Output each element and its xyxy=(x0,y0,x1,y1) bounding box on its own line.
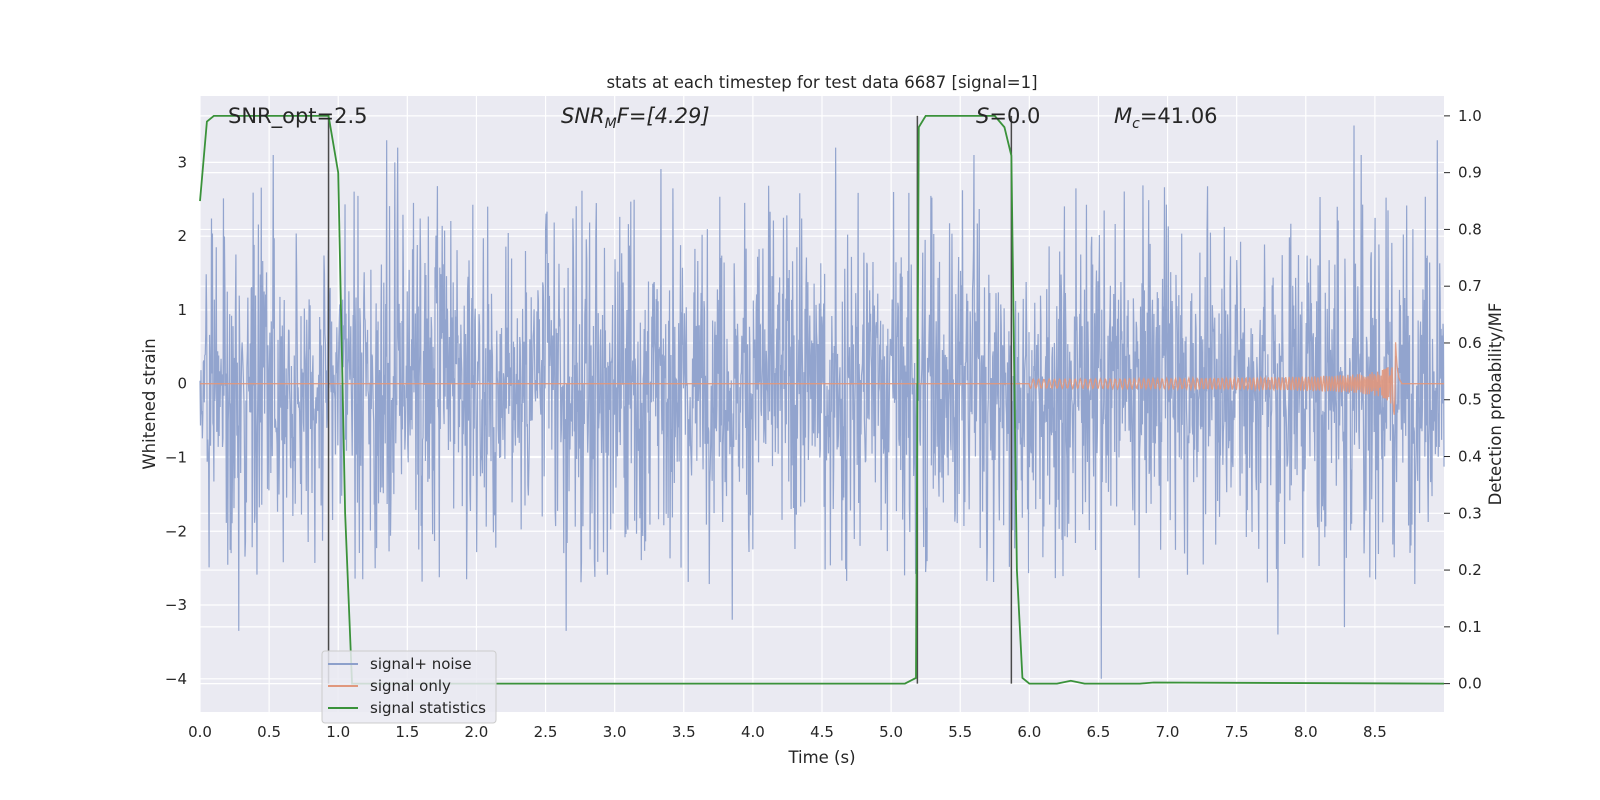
mc-subscript: c xyxy=(1132,116,1140,132)
x-tick-label-8: 4.0 xyxy=(741,723,765,741)
y-tick-label-5: −2 xyxy=(165,522,187,540)
x-tick-label-12: 6.0 xyxy=(1017,723,1041,741)
snr-mf-sub: M xyxy=(605,116,617,132)
x-tick-label-1: 0.5 xyxy=(257,723,281,741)
mc-symbol: M xyxy=(1114,104,1132,128)
x-tick-label-9: 4.5 xyxy=(810,723,834,741)
x-tick-label-17: 8.5 xyxy=(1363,723,1387,741)
x-tick-label-14: 7.0 xyxy=(1156,723,1180,741)
y2-tick-label-3: 0.7 xyxy=(1458,277,1482,295)
chart-title: stats at each timestep for test data 668… xyxy=(606,73,1037,92)
x-tick-labels: 0.0 0.5 1.0 1.5 2.0 2.5 3.0 3.5 4.0 4.5 5.0 5.5 6.0 6… xyxy=(188,723,1387,741)
noise-line xyxy=(199,125,1445,679)
snr-mf-base: SNR xyxy=(561,104,605,128)
y-tick-label-0: 3 xyxy=(177,153,187,171)
signal-only-line xyxy=(200,342,1444,415)
x-tick-label-3: 1.5 xyxy=(395,723,419,741)
y-tick-label-1: 2 xyxy=(177,227,187,245)
statistics-series xyxy=(199,114,1445,685)
y2-tick-label-1: 0.9 xyxy=(1458,164,1482,182)
y2-tick-label-7: 0.3 xyxy=(1458,504,1482,522)
legend: signal+ noise signal only signal statist… xyxy=(321,650,497,724)
y2-tick-label-8: 0.2 xyxy=(1458,561,1482,579)
y-tick-label-4: −1 xyxy=(165,448,187,466)
snr-mf-annotation: SNRMF=[4.29] xyxy=(561,104,710,132)
x-tick-label-13: 6.5 xyxy=(1087,723,1111,741)
y2-tick-labels: 1.0 0.9 0.8 0.7 0.6 0.5 0.4 0.3 0.2 0.1 0.0 xyxy=(1444,107,1482,693)
legend-box xyxy=(321,650,497,724)
y2-tick-label-0: 1.0 xyxy=(1458,107,1482,125)
noise-series xyxy=(199,125,1445,679)
snr-opt-annotation: SNR_opt=2.5 xyxy=(228,104,368,129)
y2-tick-label-2: 0.8 xyxy=(1458,220,1482,238)
y2-tick-label-6: 0.4 xyxy=(1458,448,1482,466)
x-tick-label-7: 3.5 xyxy=(672,723,696,741)
s-value: =0.0 xyxy=(989,104,1040,128)
snr-mf-rest-f: F=[4.29] xyxy=(617,104,710,128)
legend-label-stats: signal statistics xyxy=(370,699,486,717)
y-tick-label-3: 0 xyxy=(177,375,187,393)
y-tick-labels: 3 2 1 0 −1 −2 −3 −4 xyxy=(165,153,187,687)
signal-series xyxy=(200,342,1444,415)
x-tick-label-4: 2.0 xyxy=(465,723,489,741)
s-symbol: S xyxy=(976,104,989,128)
x-tick-label-2: 1.0 xyxy=(326,723,350,741)
x-tick-label-5: 2.5 xyxy=(534,723,558,741)
x-tick-label-11: 5.5 xyxy=(948,723,972,741)
y2-axis-label: Detection probability/MF xyxy=(1486,303,1505,506)
y-tick-label-2: 1 xyxy=(177,301,187,319)
legend-label-noise: signal+ noise xyxy=(370,655,472,673)
y2-tick-label-5: 0.5 xyxy=(1458,391,1482,409)
x-tick-label-0: 0.0 xyxy=(188,723,212,741)
mc-annotation: Mc=41.06 xyxy=(1114,104,1218,132)
y-axis-label: Whitened strain xyxy=(140,338,159,469)
y2-tick-label-4: 0.6 xyxy=(1458,334,1482,352)
y2-tick-label-10: 0.0 xyxy=(1458,675,1482,693)
x-tick-label-16: 8.0 xyxy=(1294,723,1318,741)
y-tick-label-6: −3 xyxy=(165,596,187,614)
x-tick-label-6: 3.0 xyxy=(603,723,627,741)
s-annotation: S=0.0 xyxy=(976,104,1040,128)
x-tick-label-10: 5.0 xyxy=(879,723,903,741)
statistics-line xyxy=(199,114,1445,685)
mc-value: =41.06 xyxy=(1140,104,1218,128)
legend-label-signal: signal only xyxy=(370,677,451,695)
x-tick-label-15: 7.5 xyxy=(1225,723,1249,741)
y-tick-label-7: −4 xyxy=(165,670,187,688)
y2-tick-label-9: 0.1 xyxy=(1458,618,1482,636)
x-axis-label: Time (s) xyxy=(787,748,855,767)
